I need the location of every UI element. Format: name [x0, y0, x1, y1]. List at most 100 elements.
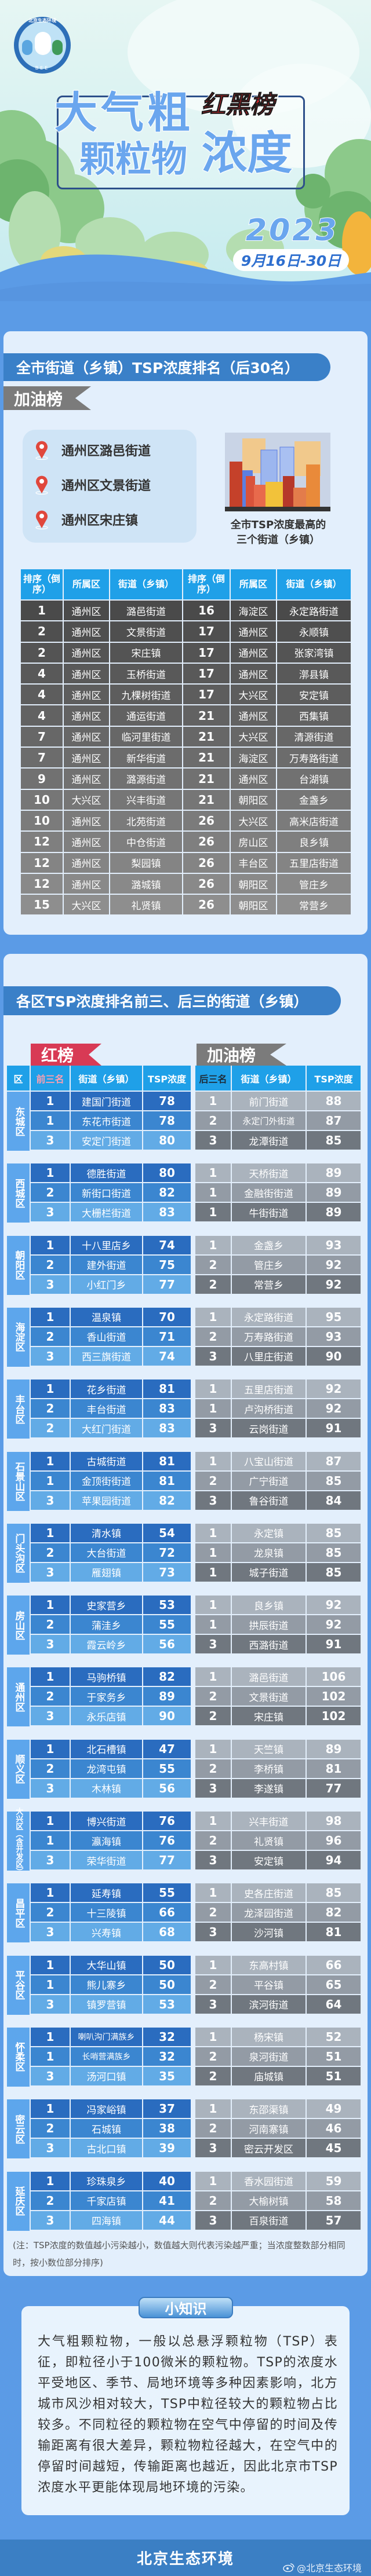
bottom-rank-cell: 2	[195, 1831, 231, 1850]
district-name: 顺义区	[7, 1739, 30, 1799]
bottom-rank-cell: 3	[195, 1346, 231, 1366]
street-cell: 兴丰街道	[110, 789, 182, 810]
rank-cell: 17	[183, 685, 230, 705]
top-value-cell: 47	[143, 1739, 191, 1758]
bottom-rank-cell: 1	[195, 1615, 231, 1634]
top-name-cell: 东花市街道	[71, 1111, 142, 1130]
bottom-name-cell: 广宁街道	[232, 1471, 305, 1490]
top-value-cell: 81	[143, 1380, 191, 1399]
gray-table-header: 后三名 街道（乡镇） TSP浓度	[195, 1066, 361, 1091]
district-cell: 大兴区	[231, 726, 276, 747]
bottom-value-cell: 88	[307, 1092, 361, 1110]
bottom-value-cell: 87	[307, 1451, 361, 1470]
top-value-cell: 50	[143, 1975, 191, 1994]
top-rank-cell: 2	[31, 1687, 70, 1706]
top-rank-cell: 1	[31, 1380, 70, 1399]
bottom-name-cell: 东邵渠镇	[232, 2099, 305, 2118]
top-rank-cell: 3	[31, 1707, 70, 1726]
top-name-cell: 大栅栏街道	[71, 1203, 142, 1222]
street-cell: 常营乡	[277, 895, 351, 915]
street-cell: 漷县镇	[277, 663, 351, 684]
top-rank-cell: 2	[31, 2191, 70, 2210]
bottom-value-cell: 85	[307, 1883, 361, 1902]
title-frame	[57, 96, 305, 189]
rank-cell: 7	[21, 726, 63, 747]
top-name-cell: 大华山镇	[71, 1955, 142, 1974]
bottom-value-cell: 51	[307, 2066, 361, 2085]
top3-item: 通州区宋庄镇	[35, 508, 191, 531]
top-rank-cell: 3	[31, 1995, 70, 2014]
top-value-cell: 73	[143, 1563, 191, 1582]
bottom-value-cell: 85	[307, 1543, 361, 1562]
bottom-name-cell: 金盏乡	[232, 1235, 305, 1254]
table-header-cell: 所属区	[231, 569, 276, 599]
top-value-cell: 53	[143, 1995, 191, 2014]
district-group: 丰台区 1 花乡街道 81 1 五里店街道 92 2 丰台街道 83 1 卢沟桥街道 92 2 大红门街道 8…	[0, 1380, 371, 1439]
bottom-name-cell: 西潞街道	[232, 1635, 305, 1654]
top-name-cell: 西三旗街道	[71, 1346, 142, 1366]
top-name-cell: 四海镇	[71, 2211, 142, 2230]
top-name-cell: 金顶街街道	[71, 1471, 142, 1490]
bottom-rank-cell: 3	[195, 1995, 231, 2014]
district-cell: 通州区	[64, 832, 109, 852]
bottom-rank-cell: 2	[195, 1759, 231, 1778]
top-name-cell: 延寿镇	[71, 1883, 142, 1902]
bottom-value-cell: 84	[307, 1491, 361, 1510]
street-cell: 北苑街道	[110, 810, 182, 831]
top3-item-label: 通州区潞邑街道	[61, 444, 151, 459]
top-name-cell: 清水镇	[71, 1523, 142, 1542]
bottom-rank-cell: 1	[195, 2171, 231, 2190]
top-value-cell: 89	[143, 1687, 191, 1706]
bottom-rank-cell: 2	[195, 1111, 231, 1130]
bottom-rank-cell: 2	[195, 1975, 231, 1994]
table-header-cell: 排序（倒序）	[183, 569, 230, 599]
knowledge-card	[21, 2306, 350, 2515]
rank-cell: 26	[183, 810, 230, 831]
bottom-name-cell: 金融街街道	[232, 1183, 305, 1202]
bottom-name-cell: 史各庄街道	[232, 1883, 305, 1902]
bottom-name-cell: 河南寨镇	[232, 2119, 305, 2138]
bottom-value-cell: 85	[307, 1563, 361, 1582]
bottom-value-cell: 93	[307, 1235, 361, 1254]
top-rank-cell: 1	[31, 1812, 70, 1830]
district-group: 石景山区 1 古城街道 81 1 八宝山街道 87 1 金顶街街道 81 2 广宁街道 85 3 苹果园街道…	[0, 1451, 371, 1511]
bottom-rank-cell: 1	[195, 1163, 231, 1183]
bottom-rank-cell: 2	[195, 1903, 231, 1922]
bottom-name-cell: 永定路街道	[232, 1307, 305, 1326]
hero-banner: 北京生态环境 BEE 大气粗 颗粒物 浓度 红黑榜 2023 9月16日-30日	[0, 0, 371, 301]
bottom-name-cell: 常营乡	[232, 1275, 305, 1294]
district-name: 门头沟区	[7, 1523, 30, 1583]
top-name-cell: 霞云岭乡	[71, 1635, 142, 1654]
rank-cell: 10	[21, 810, 63, 831]
district-name: 西城区	[7, 1163, 30, 1223]
top-rank-cell: 1	[31, 2047, 70, 2066]
bottom-name-cell: 东高村镇	[232, 1955, 305, 1974]
footer-brand: 北京生态环境	[136, 2551, 234, 2568]
top-value-cell: 41	[143, 2191, 191, 2210]
bottom-value-cell: 59	[307, 2171, 361, 2190]
bottom-rank-cell: 1	[195, 1596, 231, 1615]
top-value-cell: 81	[143, 1451, 191, 1470]
top-name-cell: 雁翅镇	[71, 1563, 142, 1582]
top-value-cell: 82	[143, 1183, 191, 1202]
top-rank-cell: 3	[31, 1131, 70, 1150]
top-value-cell: 55	[143, 1615, 191, 1634]
top-name-cell: 苹果园街道	[71, 1491, 142, 1510]
bottom-rank-cell: 2	[195, 1707, 231, 1726]
bottom-rank-cell: 1	[195, 1307, 231, 1326]
district-cell: 通州区	[64, 748, 109, 768]
district-group: 通州区 1 马驹桥镇 82 1 潞邑街道 106 2 于家务乡 89 2 文景街道 102 3 永乐店镇 90…	[0, 1667, 371, 1727]
street-cell: 永顺镇	[277, 621, 351, 642]
district-group: 门头沟区 1 清水镇 54 1 永定镇 85 2 大台街道 72 1 龙泉镇 85 3 雁翅镇 73 1 城子街道…	[0, 1523, 371, 1583]
bottom-name-cell: 庙城镇	[232, 2066, 305, 2085]
district-group: 西城区 1 德胜街道 80 1 天桥街道 89 2 新街口街道 82 1 金融街街道 89 3 大栅栏街道 8…	[0, 1163, 371, 1223]
district-cell: 通州区	[64, 642, 109, 663]
top-value-cell: 70	[143, 1307, 191, 1326]
top-value-cell: 39	[143, 2139, 191, 2158]
street-cell: 潞城镇	[110, 873, 182, 894]
street-cell: 潞源街道	[110, 769, 182, 789]
bottom-name-cell: 龙泉镇	[232, 1543, 305, 1562]
top-name-cell: 小红门乡	[71, 1275, 142, 1294]
top-rank-cell: 2	[31, 1183, 70, 1202]
location-pin-icon	[35, 475, 48, 495]
